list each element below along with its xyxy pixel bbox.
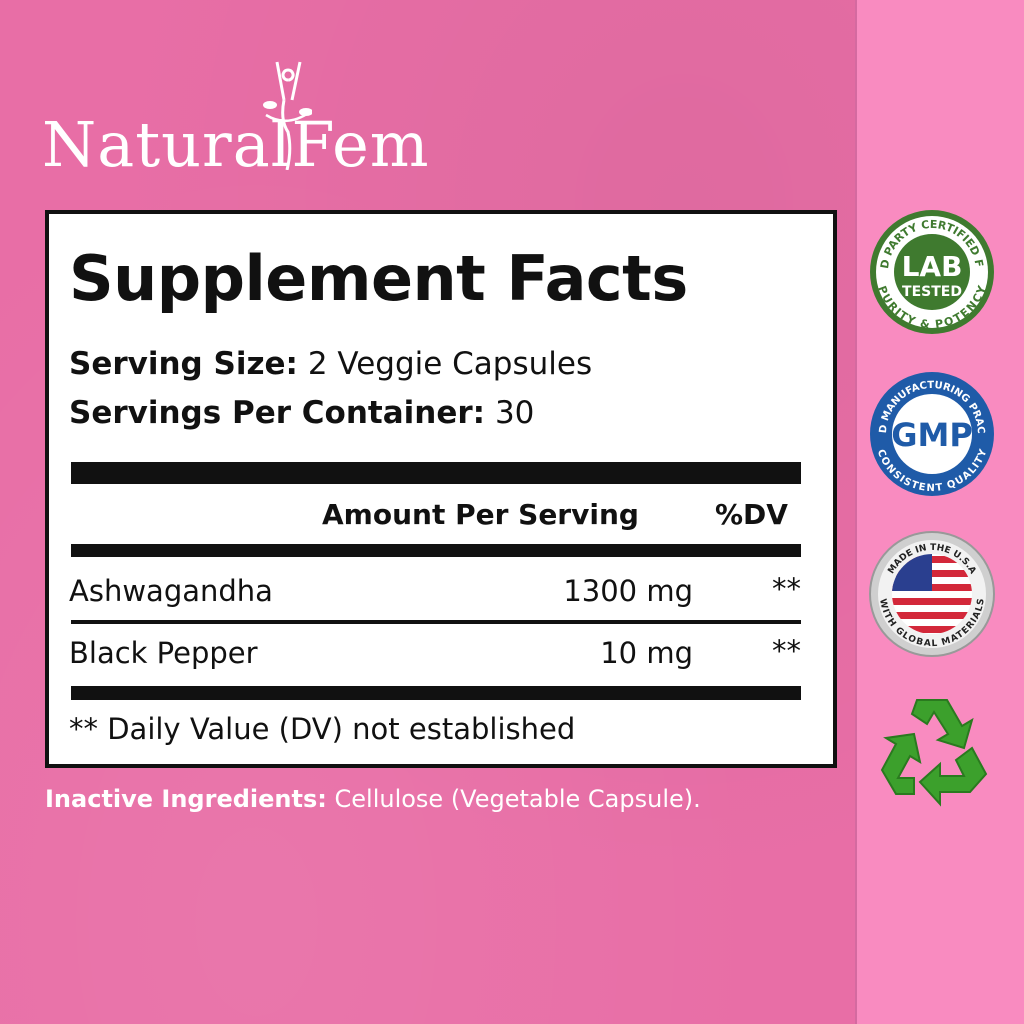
- ingredient-dv: **: [772, 572, 801, 606]
- divider-thin: [71, 620, 801, 624]
- footnote: ** Daily Value (DV) not established: [69, 712, 576, 746]
- gmp-badge: GOOD MANUFACTURING PRACTICE CONSISTENT Q…: [868, 370, 994, 496]
- divider-medium: [71, 544, 801, 557]
- amount-header: Amount Per Serving: [322, 498, 639, 531]
- divider-thick: [71, 462, 801, 484]
- serving-size: Serving Size: 2 Veggie Capsules: [69, 346, 592, 382]
- servings-per-container: Servings Per Container: 30: [69, 395, 534, 431]
- ingredient-name: Ashwagandha: [69, 574, 273, 608]
- supplement-facts-panel: Supplement Facts Serving Size: 2 Veggie …: [45, 210, 837, 768]
- recycle-icon: [880, 699, 988, 807]
- ingredient-amount: 1300 mg: [563, 574, 693, 608]
- brand-logo: NaturalFem: [42, 60, 462, 181]
- brand-name: NaturalFem: [42, 108, 430, 181]
- serving-size-label: Serving Size:: [69, 346, 298, 382]
- inactive-label: Inactive Ingredients:: [45, 785, 327, 813]
- serving-size-value: 2 Veggie Capsules: [307, 346, 593, 382]
- svg-text:GMP: GMP: [891, 416, 973, 454]
- servings-value: 30: [494, 395, 535, 431]
- panel-title: Supplement Facts: [69, 242, 688, 315]
- woman-figure-icon: [263, 61, 312, 170]
- divider-medium: [71, 686, 801, 700]
- ingredient-name: Black Pepper: [69, 636, 258, 670]
- inactive-value: Cellulose (Vegetable Capsule).: [334, 785, 701, 813]
- svg-text:LAB: LAB: [902, 250, 963, 283]
- ingredient-amount: 10 mg: [600, 636, 693, 670]
- badge-strip: [855, 0, 1024, 1024]
- made-in-usa-badge: MADE IN THE U.S.A WITH GLOBAL MATERIALS: [869, 531, 995, 657]
- inactive-ingredients: Inactive Ingredients: Cellulose (Vegetab…: [45, 785, 701, 813]
- ingredient-dv: **: [772, 634, 801, 668]
- lab-tested-badge: 3RD PARTY CERTIFIED FOR PURITY & POTENCY…: [868, 208, 994, 334]
- servings-label: Servings Per Container:: [69, 395, 486, 431]
- dv-header: %DV: [715, 498, 788, 531]
- svg-text:TESTED: TESTED: [902, 284, 962, 300]
